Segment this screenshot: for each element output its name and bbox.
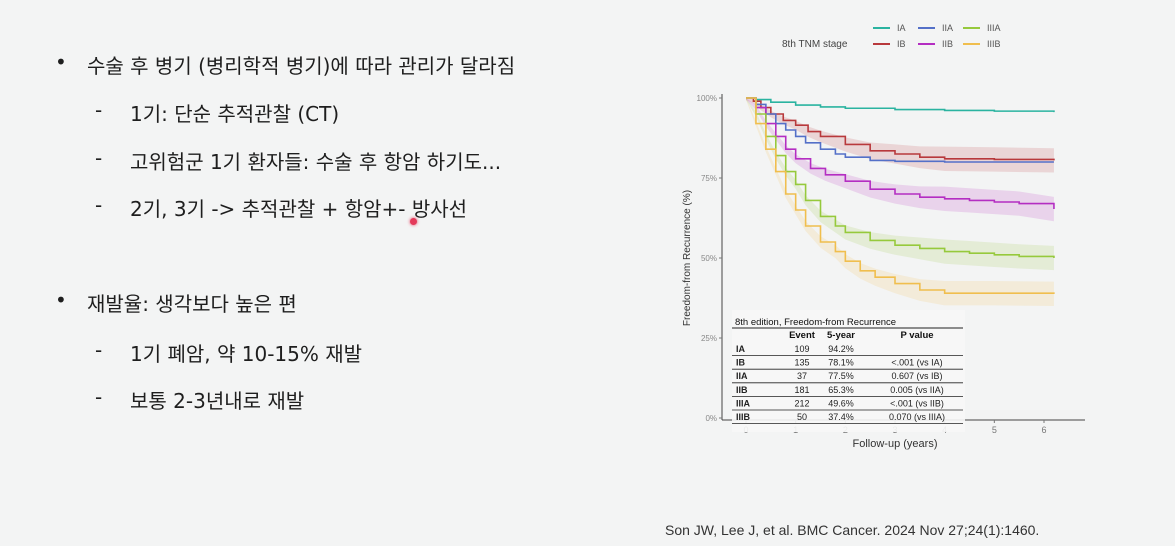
dash: - <box>95 146 103 170</box>
table-cell: IIB <box>736 385 748 395</box>
table-cell: IIIB <box>736 412 751 422</box>
dash: - <box>95 385 103 409</box>
y-tick-label: 25% <box>701 334 717 343</box>
series-line-ib <box>746 97 1055 161</box>
table-cell: 0.070 (vs IIIA) <box>889 412 945 422</box>
dash: - <box>95 193 103 217</box>
legend-label-iiib: IIIB <box>987 39 1001 49</box>
table-cell: 94.2% <box>828 344 854 354</box>
y-tick-label: 50% <box>701 254 717 263</box>
table-cell: 212 <box>794 398 809 408</box>
ci-band-ib <box>746 98 1054 173</box>
table-cell: <.001 (vs IIB) <box>890 398 944 408</box>
ci-band-iiia <box>746 98 1054 271</box>
table-cell: 77.5% <box>828 371 854 381</box>
x-tick-label: 5 <box>992 425 997 435</box>
table-background <box>732 310 965 432</box>
series-line-iia <box>746 97 1054 163</box>
y-axis-label: Freedom-from Recurrence (%) <box>682 190 693 326</box>
bullet-dot: • <box>55 288 67 312</box>
y-tick-label: 75% <box>701 174 717 183</box>
series-line-ia <box>746 97 1055 113</box>
bullet-text-1: 수술 후 병기 (병리학적 병기)에 따라 관리가 달라짐 <box>87 54 516 78</box>
legend-title: 8th TNM stage <box>782 39 848 50</box>
ci-band-iib <box>746 98 1054 222</box>
table-cell: IIA <box>736 371 748 381</box>
y-tick-label: 100% <box>697 94 717 103</box>
table-cell: 37.4% <box>828 412 854 422</box>
table-cell: 78.1% <box>828 358 854 368</box>
recurrence-chart: 0%25%50%75%100%0123456Follow-up (years)F… <box>682 23 1085 450</box>
table-cell: IA <box>736 344 746 354</box>
table-cell: 37 <box>797 371 807 381</box>
table-cell: 49.6% <box>828 398 854 408</box>
x-axis-label: Follow-up (years) <box>853 438 938 450</box>
table-cell: <.001 (vs IA) <box>891 358 942 368</box>
table-cell: 181 <box>794 385 809 395</box>
legend-label-ia: IA <box>897 23 906 33</box>
table-header: P value <box>900 330 933 341</box>
sub-bullet-text: 1기 폐암, 약 10-15% 재발 <box>130 342 363 366</box>
x-tick-label: 6 <box>1041 425 1046 435</box>
legend-label-iib: IIB <box>942 39 953 49</box>
table-cell: 0.005 (vs IIA) <box>890 385 944 395</box>
dash: - <box>95 98 103 122</box>
dash: - <box>95 338 103 362</box>
table-header: 5-year <box>827 330 855 341</box>
table-cell: 135 <box>794 358 809 368</box>
laser-pointer-dot <box>410 218 417 225</box>
sub-bullet-text: 2기, 3기 -> 추적관찰 + 항암+- 방사선 <box>130 197 468 221</box>
legend-label-iiia: IIIA <box>987 23 1001 33</box>
series-line-iib <box>746 97 1055 210</box>
table-cell: 65.3% <box>828 385 854 395</box>
ci-band-iiib <box>746 98 1054 306</box>
citation: Son JW, Lee J, et al. BMC Cancer. 2024 N… <box>665 522 1040 538</box>
y-tick-label: 0% <box>705 414 717 423</box>
table-cell: 50 <box>797 412 807 422</box>
bullet-text-2: 재발율: 생각보다 높은 편 <box>87 292 297 316</box>
legend-label-ib: IB <box>897 39 906 49</box>
sub-bullet-text: 고위험군 1기 환자들: 수술 후 항암 하기도... <box>130 150 502 174</box>
legend-label-iia: IIA <box>942 23 953 33</box>
table-cell: 0.607 (vs IB) <box>891 371 942 381</box>
table-header: Event <box>789 330 816 341</box>
table-title: 8th edition, Freedom-from Recurrence <box>735 317 896 328</box>
table-cell: IIIA <box>736 398 751 408</box>
sub-bullet-text: 보통 2-3년내로 재발 <box>130 389 305 413</box>
bullet-dot: • <box>55 50 67 74</box>
series-line-iiib <box>746 97 1055 294</box>
table-cell: IB <box>736 358 746 368</box>
sub-bullet-text: 1기: 단순 추적관찰 (CT) <box>130 102 340 126</box>
table-cell: 109 <box>794 344 809 354</box>
